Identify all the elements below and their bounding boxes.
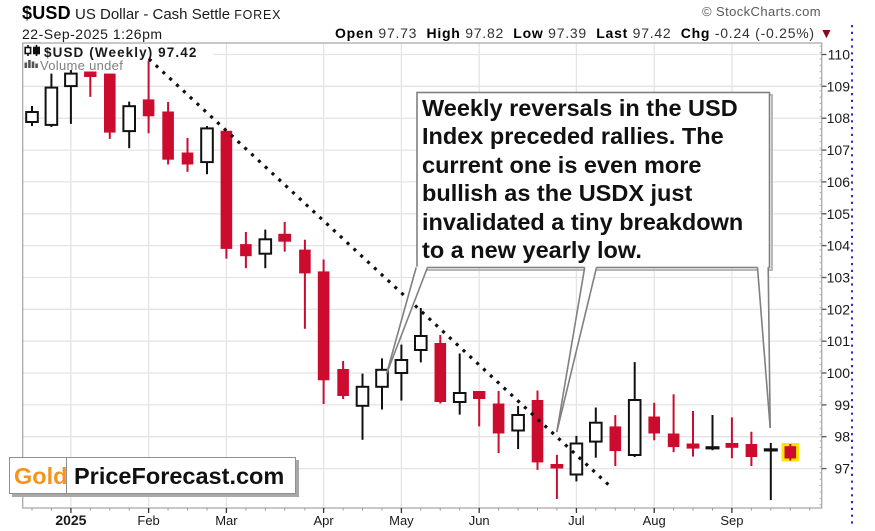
svg-text:110: 110 <box>828 47 851 63</box>
svg-text:103: 103 <box>827 270 851 286</box>
svg-text:108: 108 <box>827 110 851 126</box>
svg-text:Apr: Apr <box>313 513 334 528</box>
svg-text:May: May <box>389 513 414 528</box>
svg-text:100: 100 <box>827 365 851 381</box>
svg-text:Sep: Sep <box>720 513 743 528</box>
svg-text:102: 102 <box>827 301 851 317</box>
svg-text:104: 104 <box>827 238 851 254</box>
svg-text:Jul: Jul <box>568 513 585 528</box>
svg-text:Aug: Aug <box>643 513 666 528</box>
svg-text:Jun: Jun <box>469 513 490 528</box>
svg-text:101: 101 <box>827 333 851 349</box>
svg-text:107: 107 <box>827 142 851 158</box>
svg-text:105: 105 <box>827 206 851 222</box>
svg-text:99: 99 <box>834 397 850 413</box>
svg-text:109: 109 <box>827 78 851 94</box>
svg-text:2025: 2025 <box>55 512 86 528</box>
svg-text:Mar: Mar <box>215 513 238 528</box>
svg-text:Feb: Feb <box>137 513 159 528</box>
svg-text:98: 98 <box>834 429 850 445</box>
svg-text:97: 97 <box>834 461 850 477</box>
svg-text:106: 106 <box>827 174 851 190</box>
